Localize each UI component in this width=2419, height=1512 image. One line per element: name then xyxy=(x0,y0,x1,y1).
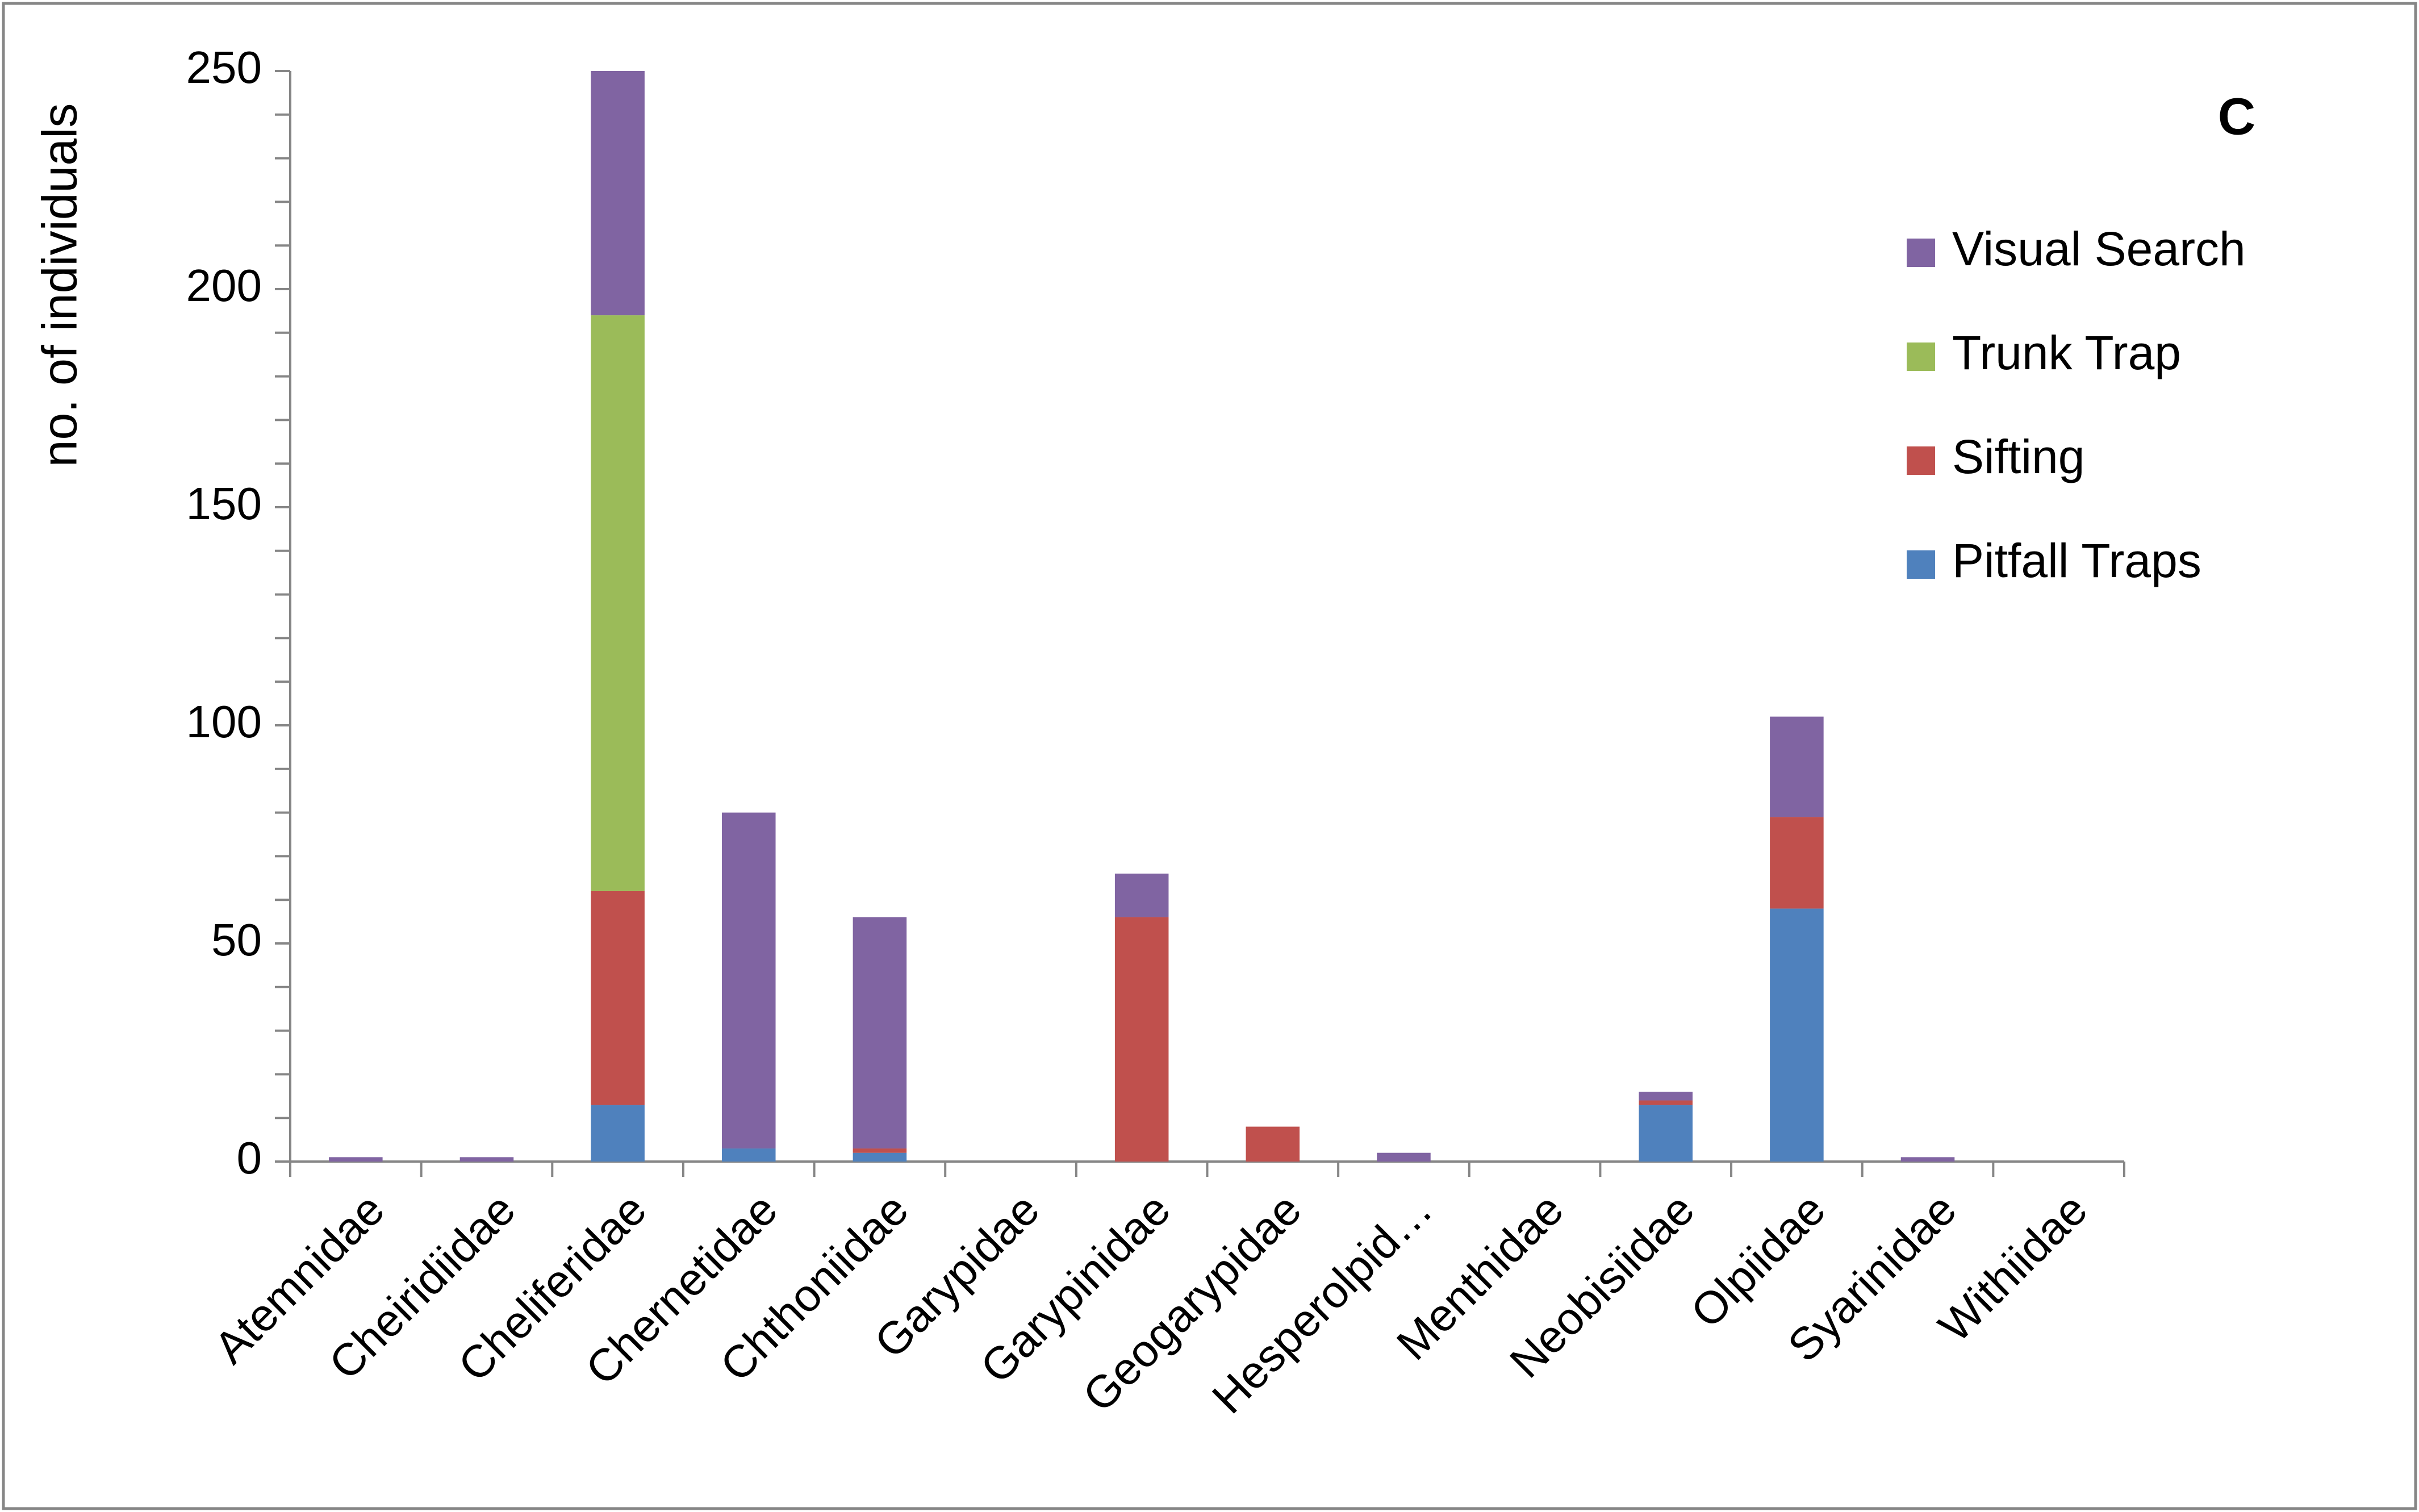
bar-segment xyxy=(591,1105,645,1162)
legend-label: Visual Search xyxy=(1952,222,2246,275)
bar-segment xyxy=(721,1148,776,1162)
bar-segment xyxy=(591,315,645,891)
bar-segment xyxy=(1114,874,1169,917)
legend-label: Sifting xyxy=(1952,430,2084,483)
y-tick-label: 100 xyxy=(186,696,262,747)
legend-swatch xyxy=(1907,446,1935,475)
y-tick-label: 250 xyxy=(186,42,262,93)
bar-segment xyxy=(853,1148,907,1153)
bar-segment xyxy=(721,812,776,1148)
bar-segment xyxy=(1900,1157,1955,1162)
bar-segment xyxy=(1770,716,1824,817)
legend-swatch xyxy=(1907,239,1935,267)
bar-segment xyxy=(1639,1100,1693,1105)
y-tick-label: 50 xyxy=(211,914,262,965)
bar-segment xyxy=(1246,1126,1300,1162)
legend-label: Trunk Trap xyxy=(1952,326,2181,379)
bar-segment xyxy=(1770,908,1824,1162)
bar-segment xyxy=(329,1157,383,1162)
y-tick-label: 0 xyxy=(237,1133,262,1183)
bar-segment xyxy=(591,891,645,1105)
bar-segment xyxy=(459,1157,514,1162)
legend-swatch xyxy=(1907,550,1935,579)
bar-segment xyxy=(1377,1152,1431,1162)
legend-label: Pitfall Traps xyxy=(1952,534,2201,587)
bar-segment xyxy=(1770,817,1824,909)
legend-swatch xyxy=(1907,343,1935,371)
bar-segment xyxy=(1639,1105,1693,1162)
panel-label: C xyxy=(2218,87,2255,145)
y-tick-label: 200 xyxy=(186,260,262,311)
bar-segment xyxy=(591,71,645,316)
y-axis-label: no. of individuals xyxy=(33,103,87,467)
y-tick-label: 150 xyxy=(186,478,262,529)
bar-segment xyxy=(853,1152,907,1162)
bar-segment xyxy=(1114,917,1169,1162)
bar-segment xyxy=(853,917,907,1148)
bar-segment xyxy=(1639,1092,1693,1101)
